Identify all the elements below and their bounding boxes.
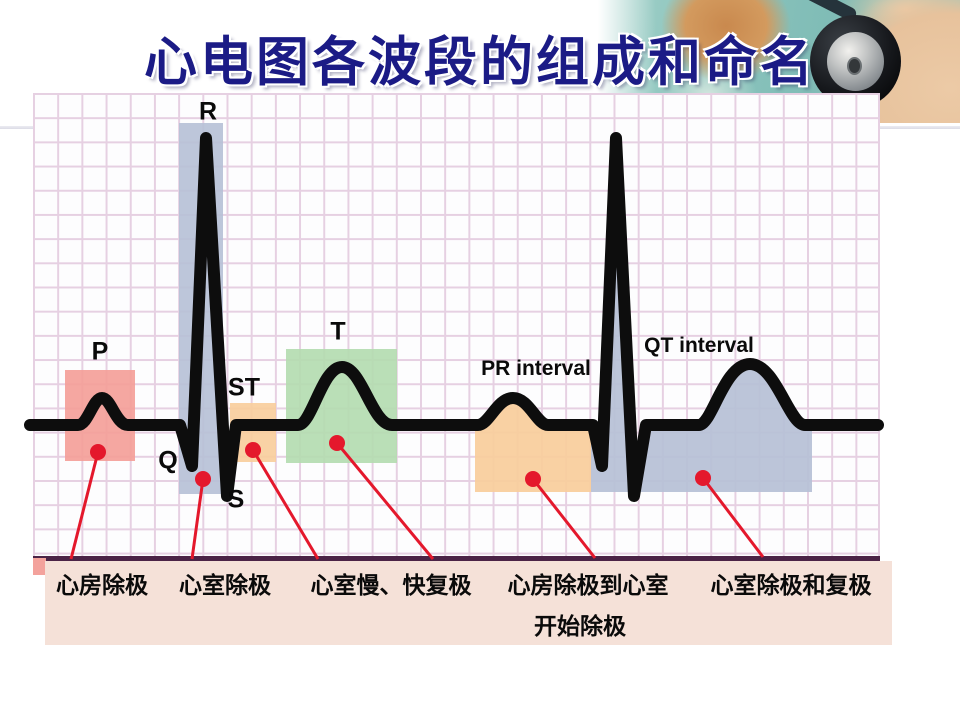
ecg-grid-paper	[33, 93, 880, 557]
annotation-t-wave: 心室慢、快复极	[310, 573, 472, 598]
stethoscope-center-hole	[849, 59, 860, 73]
q-wave-label: Q	[158, 446, 178, 475]
slide-title: 心电图各波段的组成和命名	[144, 34, 816, 92]
annotation-qt-interval: 心室除极和复极	[710, 573, 872, 598]
corner-accent-square	[33, 558, 46, 575]
qt-interval-label: QT interval	[644, 334, 754, 357]
annotation-pr-interval-line1: 心房除极到心室	[507, 573, 669, 598]
annotation-p-wave: 心房除极	[56, 573, 148, 598]
p-wave-label: P	[91, 337, 109, 366]
divider-line	[33, 556, 880, 561]
annotation-strip: 心房除极 心室除极 心室慢、快复极 心房除极到心室 开始除极 心室除极和复极	[45, 561, 892, 645]
pr-interval-label: PR interval	[481, 357, 591, 380]
s-wave-label: S	[227, 485, 245, 514]
annotation-pr-interval-line2: 开始除极	[534, 614, 626, 639]
r-wave-label: R	[198, 97, 218, 126]
annotation-qrs: 心室除极	[179, 573, 271, 598]
st-segment-label: ST	[228, 373, 260, 402]
t-wave-label: T	[330, 317, 346, 346]
